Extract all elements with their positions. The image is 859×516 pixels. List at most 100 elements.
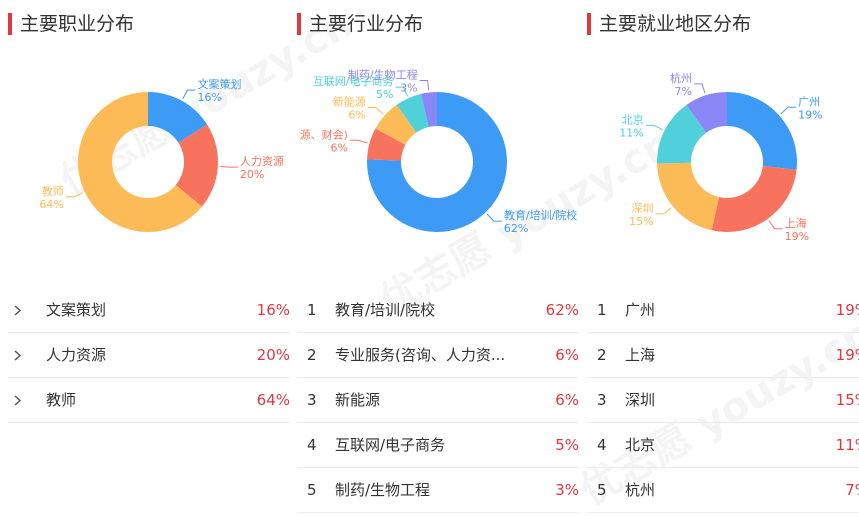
list-item[interactable]: 1 教育/培训/院校 62% (297, 288, 579, 333)
label-leader-line (419, 80, 430, 91)
donut-slice[interactable] (148, 92, 208, 143)
list-item[interactable]: 人力资源 20% (8, 333, 290, 378)
donut-slice[interactable] (657, 105, 707, 164)
item-name: 教育/培训/院校 (335, 301, 436, 319)
slice-label: 源、财会) (300, 127, 348, 141)
label-leader-line (65, 192, 84, 198)
label-leader-line (780, 106, 797, 115)
item-name: 人力资源 (46, 346, 107, 364)
slice-label: 广州 (798, 95, 820, 108)
item-percent: 15% (835, 391, 859, 409)
item-index: 1 (597, 301, 607, 319)
item-name: 互联网/电子商务 (335, 436, 446, 454)
slice-label: 新能源 (333, 94, 366, 108)
label-leader-line (768, 220, 783, 230)
list-item[interactable]: 5 杭州 7% (587, 468, 859, 513)
donut-slice[interactable] (686, 92, 727, 133)
item-index: 5 (307, 481, 317, 499)
item-percent: 19% (835, 301, 859, 319)
donut-slice[interactable] (727, 92, 797, 170)
slice-percent-label: 15% (629, 215, 653, 228)
item-name: 上海 (625, 346, 656, 364)
item-name: 北京 (625, 436, 656, 454)
list-item[interactable]: 4 北京 11% (587, 423, 859, 468)
panel-title: 主要就业地区分布 (587, 12, 751, 36)
item-name: 新能源 (335, 391, 381, 409)
donut-slice[interactable] (77, 92, 202, 233)
item-percent: 20% (256, 346, 290, 364)
label-leader-line (655, 207, 672, 215)
donut-slice[interactable] (657, 162, 720, 231)
list-item[interactable]: 2 专业服务(咨询、人力资... 6% (297, 333, 579, 378)
donut-slice[interactable] (711, 165, 797, 232)
slice-percent-label: 5% (376, 88, 393, 101)
slice-label: 文案策划 (198, 77, 242, 91)
slice-label: 人力资源 (240, 154, 284, 168)
label-leader-line (395, 86, 409, 97)
item-index: 1 (307, 301, 317, 319)
label-leader-line (645, 124, 663, 131)
slice-percent-label: 6% (330, 141, 347, 154)
slice-label: 北京 (622, 112, 644, 126)
region-list: 1 广州 19% 2 上海 19% 3 深圳 15% 4 北京 11% 5 杭州… (587, 288, 859, 513)
donut-slice[interactable] (175, 124, 218, 207)
item-index: 2 (307, 346, 317, 364)
list-item[interactable]: 5 制药/生物工程 3% (297, 468, 579, 513)
slice-percent-label: 64% (39, 198, 63, 211)
list-item[interactable]: 4 互联网/电子商务 5% (297, 423, 579, 468)
label-leader-line (349, 139, 368, 144)
label-leader-line (182, 89, 196, 100)
donut-slice[interactable] (367, 128, 406, 161)
item-name: 杭州 (625, 481, 656, 499)
slice-percent-label: 16% (198, 91, 222, 104)
list-item[interactable]: 1 广州 19% (587, 288, 859, 333)
chevron-right-icon (14, 333, 24, 377)
donut-slice[interactable] (421, 92, 437, 127)
item-index: 3 (307, 391, 317, 409)
label-leader-line (486, 213, 502, 222)
slice-label: 制药/生物工程 (348, 68, 418, 82)
slice-label: 上海 (785, 216, 807, 230)
slice-percent-label: 11% (619, 126, 643, 139)
donut-slice[interactable] (375, 104, 417, 145)
slice-label: 教师 (42, 185, 64, 198)
occupation-list: 文案策划 16% 人力资源 20% 教师 64% (8, 288, 290, 423)
item-percent: 3% (555, 481, 579, 499)
industry-list: 1 教育/培训/院校 62% 2 专业服务(咨询、人力资... 6% 3 新能源… (297, 288, 579, 513)
slice-percent-label: 6% (348, 108, 365, 121)
item-index: 2 (597, 346, 607, 364)
industry-panel: 主要行业分布 教育/培训/院校 62% 源、财会) 6% 新能源 6% 互联网/电子商务 5%… (297, 0, 579, 516)
item-percent: 6% (555, 391, 579, 409)
label-leader-line (219, 166, 238, 168)
item-percent: 5% (555, 436, 579, 454)
donut-slice[interactable] (396, 93, 429, 133)
list-item[interactable]: 文案策划 16% (8, 288, 290, 333)
item-name: 专业服务(咨询、人力资... (335, 346, 506, 364)
item-index: 5 (597, 481, 607, 499)
slice-percent-label: 62% (504, 222, 528, 235)
slice-percent-label: 19% (798, 108, 822, 121)
item-percent: 19% (835, 346, 859, 364)
slice-label: 互联网/电子商务 (313, 74, 394, 88)
slice-percent-label: 20% (240, 168, 264, 181)
panel-title: 主要职业分布 (8, 12, 134, 36)
donut-slice[interactable] (367, 92, 507, 232)
item-percent: 11% (835, 436, 859, 454)
list-item[interactable]: 教师 64% (8, 378, 290, 423)
list-item[interactable]: 2 上海 19% (587, 333, 859, 378)
slice-percent-label: 19% (785, 230, 809, 243)
item-name: 文案策划 (46, 301, 107, 319)
list-item[interactable]: 3 新能源 6% (297, 378, 579, 423)
item-percent: 64% (256, 391, 290, 409)
item-percent: 62% (545, 301, 579, 319)
slice-percent-label: 3% (400, 82, 417, 95)
panel-title: 主要行业分布 (297, 12, 423, 36)
item-index: 4 (307, 436, 317, 454)
list-item[interactable]: 3 深圳 15% (587, 378, 859, 423)
item-percent: 7% (845, 481, 859, 499)
item-percent: 16% (256, 301, 290, 319)
slice-label: 杭州 (670, 71, 692, 85)
slice-label: 深圳 (632, 202, 654, 215)
